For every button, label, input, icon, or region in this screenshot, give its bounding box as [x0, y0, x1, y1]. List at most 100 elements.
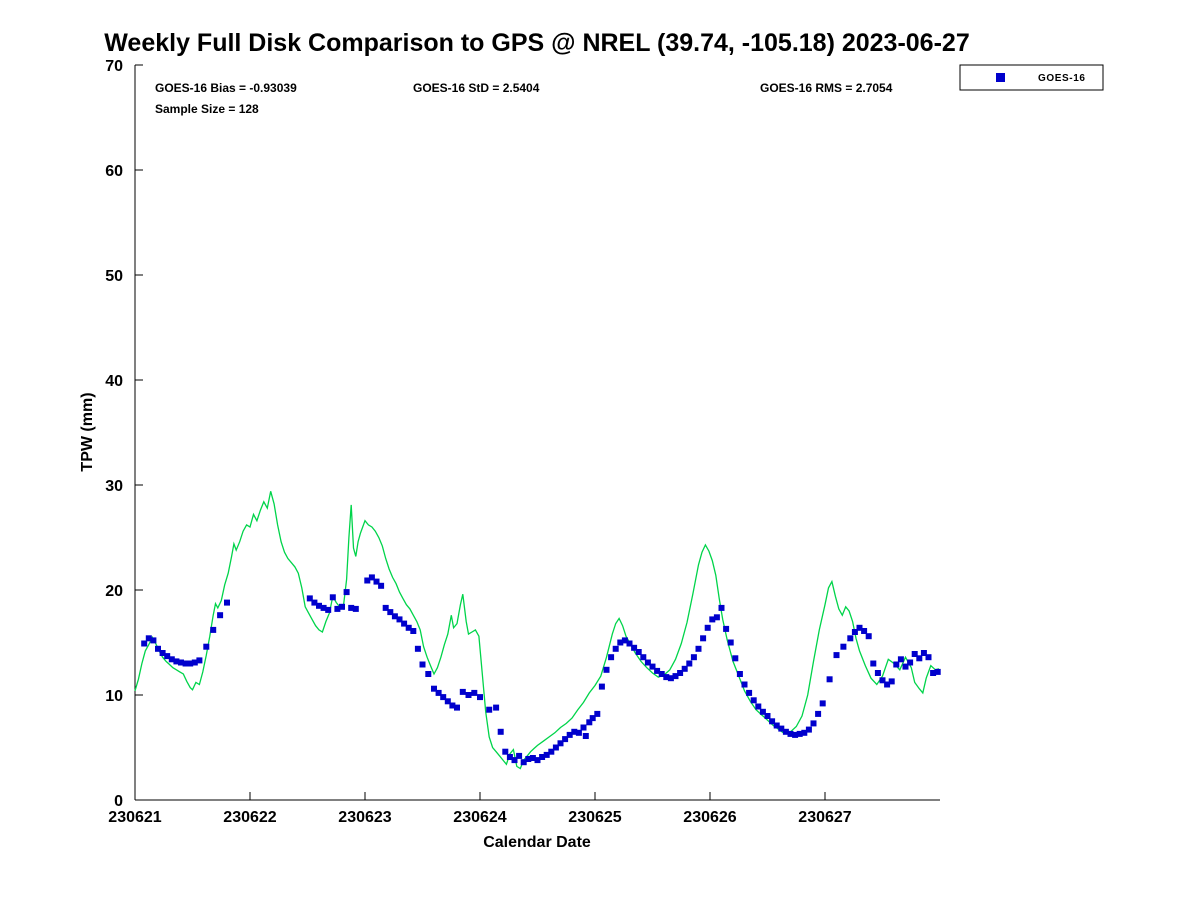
y-tick-label: 60: [105, 163, 123, 180]
goes16-marker: [401, 620, 408, 627]
stat-rms: GOES-16 RMS = 2.7054: [760, 81, 893, 95]
x-axis-label: Calendar Date: [483, 834, 591, 851]
goes16-marker: [865, 633, 872, 640]
goes16-marker: [224, 599, 230, 606]
goes16-marker: [792, 731, 799, 738]
goes16-marker: [306, 595, 313, 602]
goes16-marker: [769, 718, 776, 725]
goes16-marker: [713, 614, 720, 621]
x-tick-label: 230622: [223, 809, 276, 826]
gps-line: [134, 491, 940, 770]
goes16-marker: [529, 755, 536, 761]
goes16-marker: [440, 694, 447, 701]
goes16-marker: [168, 656, 175, 663]
goes16-marker: [787, 730, 794, 737]
goes16-marker: [700, 635, 707, 642]
goes16-marker: [589, 715, 596, 722]
goes16-marker: [586, 719, 593, 726]
goes16-marker: [704, 624, 711, 631]
goes16-marker: [690, 654, 697, 661]
goes16-marker: [626, 640, 633, 647]
goes16-marker: [819, 700, 826, 707]
goes16-marker: [378, 582, 385, 589]
goes16-marker: [847, 635, 854, 642]
goes16-marker: [203, 643, 210, 650]
goes16-marker: [840, 643, 847, 650]
goes16-marker: [210, 626, 217, 633]
goes16-marker: [718, 604, 725, 611]
goes16-marker: [608, 654, 615, 661]
goes16-marker: [325, 606, 332, 613]
goes16-marker: [902, 663, 909, 670]
goes16-marker: [893, 661, 900, 668]
x-tick-label: 230627: [798, 809, 851, 826]
goes16-marker: [746, 689, 753, 696]
goes16-marker: [410, 628, 417, 634]
goes16-marker: [805, 726, 812, 733]
goes16-marker: [348, 604, 355, 611]
goes16-marker: [382, 604, 389, 611]
goes16-marker: [525, 756, 532, 762]
goes16-marker: [603, 666, 610, 673]
goes16-marker: [635, 649, 642, 655]
goes16-marker: [145, 635, 152, 642]
goes16-marker: [778, 725, 785, 732]
goes16-marker: [562, 736, 569, 743]
y-tick-label: 0: [114, 793, 123, 810]
goes16-marker: [833, 652, 840, 659]
goes16-marker: [191, 659, 198, 666]
goes16-marker: [566, 731, 573, 738]
stat-std: GOES-16 StD = 2.5404: [413, 81, 540, 95]
goes16-markers: [141, 574, 941, 766]
goes16-marker: [732, 655, 739, 662]
goes16-marker: [364, 577, 371, 584]
stat-sample-size: Sample Size = 128: [155, 102, 259, 116]
goes16-marker: [930, 670, 937, 676]
goes16-marker: [826, 676, 833, 683]
goes16-marker: [598, 683, 605, 690]
goes16-marker: [571, 728, 578, 735]
goes16-marker: [471, 689, 478, 696]
x-tick-label: 230625: [568, 809, 621, 826]
goes16-marker: [329, 594, 336, 601]
goes16-marker: [454, 704, 460, 711]
legend-box: GOES-16: [959, 64, 1104, 91]
goes16-marker: [741, 681, 748, 688]
goes16-marker: [580, 724, 587, 731]
goes16-marker: [911, 651, 918, 657]
chart-title: Weekly Full Disk Comparison to GPS @ NRE…: [104, 29, 969, 57]
goes16-marker: [196, 657, 203, 664]
goes16-marker: [755, 703, 762, 710]
goes16-marker: [343, 589, 350, 596]
goes16-marker: [631, 644, 638, 651]
goes16-marker: [459, 688, 466, 695]
goes16-marker: [502, 748, 509, 755]
goes16-marker: [419, 661, 426, 668]
goes16-marker: [486, 706, 493, 713]
legend-label: GOES-16: [1038, 73, 1086, 84]
goes16-marker: [861, 628, 868, 634]
goes16-marker: [801, 729, 808, 736]
goes16-marker: [649, 663, 656, 670]
goes16-marker: [888, 678, 895, 685]
y-tick-label: 40: [105, 373, 123, 390]
goes16-marker: [552, 744, 559, 751]
x-tick-label: 230621: [108, 809, 161, 826]
goes16-marker: [449, 702, 456, 709]
goes16-marker: [159, 650, 166, 656]
goes16-marker: [815, 710, 822, 717]
goes16-marker: [884, 681, 891, 688]
goes16-marker: [477, 694, 483, 701]
goes16-marker: [723, 625, 730, 632]
goes16-marker: [465, 692, 472, 698]
goes16-marker: [387, 609, 394, 616]
goes16-marker: [182, 660, 189, 667]
goes16-marker: [405, 624, 412, 631]
goes16-marker: [557, 740, 564, 747]
goes16-marker: [851, 629, 858, 635]
x-tick-label: 230624: [453, 809, 506, 826]
goes16-marker: [431, 685, 437, 692]
axes: 0 10 20 30 40 50 60 70 230621 230622 230623 230624 2…: [105, 58, 940, 826]
